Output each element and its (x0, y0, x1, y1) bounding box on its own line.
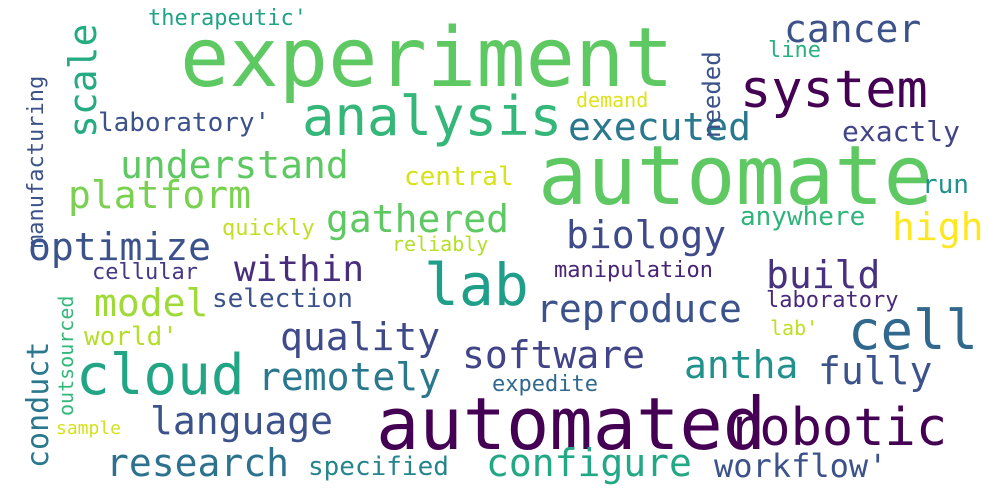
word-build: build (766, 253, 881, 297)
word-workflow: workflow' (714, 447, 888, 485)
word-manipulation: manipulation (554, 258, 713, 283)
word-lab: lab (424, 251, 529, 319)
word-research: research (106, 441, 290, 485)
word-demand: demand (576, 88, 649, 112)
word-understand: understand (120, 143, 349, 187)
word-line: line (768, 38, 821, 63)
word-platform: platform (68, 173, 252, 217)
word-world-quote: world' (84, 322, 178, 352)
word-conduct: conduct (21, 341, 56, 468)
word-configure: configure (486, 441, 692, 485)
word-biology: biology (566, 213, 727, 257)
word-system: system (740, 60, 928, 120)
word-selection: selection (212, 284, 353, 314)
word-anywhere: anywhere (740, 202, 866, 232)
word-reproduce: reproduce (536, 287, 742, 331)
word-cellular: cellular (92, 260, 198, 285)
word-language: language (150, 399, 334, 443)
word-run: run (922, 170, 969, 200)
word-therapeutic-quote: therapeutic' (148, 6, 307, 31)
word-lab-quote: lab' (770, 316, 819, 340)
word-scale: scale (61, 23, 105, 138)
word-needed: needed (698, 51, 726, 138)
word-antha: antha (684, 343, 799, 387)
word-fully: fully (818, 349, 933, 393)
word-cell: cell (848, 299, 979, 362)
word-central: central (404, 162, 514, 192)
word-model: model (94, 281, 209, 325)
word-automated: automated (376, 382, 767, 466)
word-executed: executed (568, 105, 752, 149)
word-reliably: reliably (392, 232, 489, 256)
word-analysis: analysis (302, 85, 563, 148)
word-laboratory-quote: laboratory' (98, 108, 271, 138)
word-exactly: exactly (842, 115, 961, 148)
word-optimize: optimize (28, 225, 212, 269)
word-cancer: cancer (784, 7, 922, 51)
word-expedite: expedite (492, 372, 598, 397)
word-gathered: gathered (326, 197, 510, 241)
word-sample: sample (56, 418, 122, 439)
word-remotely: remotely (258, 355, 442, 399)
word-quickly: quickly (222, 216, 315, 241)
word-outsourced: outsourced (54, 295, 78, 416)
word-specified: specified (308, 452, 449, 482)
word-software: software (462, 333, 646, 377)
word-within: within (234, 249, 365, 290)
word-cloud: cloud (76, 343, 245, 408)
word-high: high (892, 205, 984, 249)
word-experiment: experiment (180, 11, 674, 106)
word-manufacturing: manufacturing (24, 75, 49, 248)
word-quality: quality (280, 315, 441, 359)
word-automate: automate (538, 129, 933, 224)
word-robotic: robotic (728, 398, 948, 458)
word-laboratory: laboratory (766, 288, 899, 313)
